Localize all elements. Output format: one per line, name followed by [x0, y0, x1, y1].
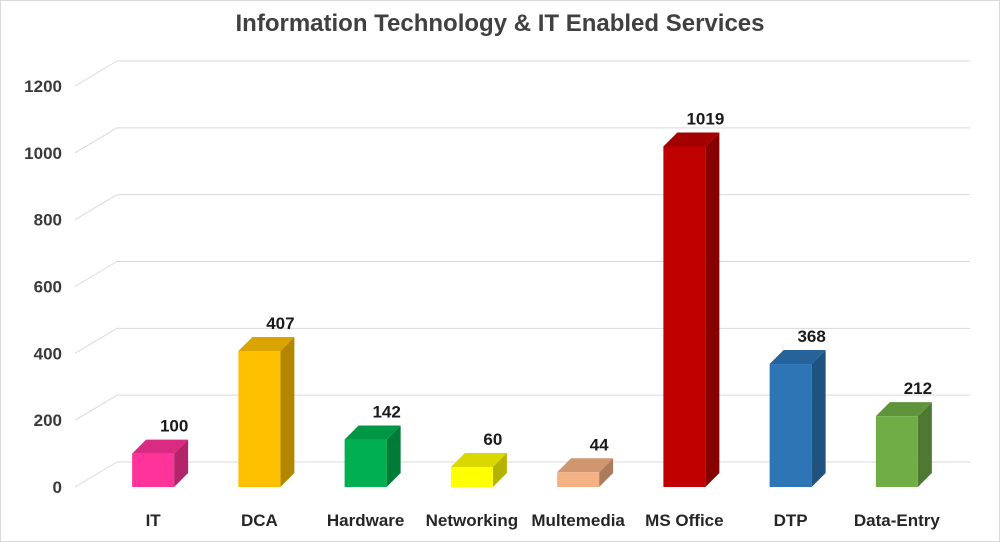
x-tick-label: DCA — [241, 511, 278, 530]
data-label: 407 — [266, 314, 294, 333]
y-tick-label: 800 — [34, 211, 62, 230]
data-label: 368 — [797, 327, 825, 346]
bar — [875, 416, 918, 487]
bar — [238, 350, 281, 487]
y-tick-label: 1200 — [24, 77, 62, 96]
data-label: 1019 — [686, 109, 724, 128]
bar-side — [599, 458, 614, 487]
bar-side — [705, 132, 720, 487]
bar-top — [450, 452, 507, 467]
y-tick-label: 0 — [53, 478, 62, 497]
data-label: 100 — [160, 417, 188, 436]
bar-top — [344, 425, 401, 440]
bar-top — [132, 439, 189, 454]
bar-side — [386, 425, 401, 487]
bar-top — [238, 336, 295, 351]
bar-top — [557, 458, 614, 473]
bar — [769, 364, 812, 487]
gridline-diagonal — [74, 60, 118, 87]
bar — [344, 439, 387, 487]
bar — [557, 472, 600, 487]
data-label: 212 — [904, 379, 932, 398]
x-tick-label: Hardware — [327, 511, 404, 530]
gridline-diagonal — [74, 394, 118, 421]
bar — [132, 453, 175, 487]
bar-side — [917, 402, 932, 487]
x-tick-label: Multemedia — [531, 511, 625, 530]
bar-side — [280, 336, 295, 487]
data-label: 44 — [590, 435, 609, 454]
x-tick-label: MS Office — [645, 511, 723, 530]
bar — [663, 146, 706, 487]
data-label: 142 — [372, 403, 400, 422]
x-tick-label: IT — [146, 511, 162, 530]
x-tick-label: Data-Entry — [854, 511, 941, 530]
y-tick-label: 600 — [34, 278, 62, 297]
bar-side — [492, 452, 507, 487]
gridline-diagonal — [74, 461, 118, 488]
bar-top — [663, 132, 720, 147]
gridline-diagonal — [74, 194, 118, 221]
bar-side — [811, 350, 826, 487]
gridline-diagonal — [74, 261, 118, 287]
bar-side — [174, 439, 189, 487]
bar-top — [875, 402, 932, 417]
x-tick-label: Networking — [426, 511, 519, 530]
gridline-diagonal — [74, 127, 118, 154]
y-tick-label: 400 — [34, 344, 62, 363]
chart-title: Information Technology & IT Enabled Serv… — [235, 10, 765, 37]
y-tick-label: 1000 — [24, 144, 62, 163]
y-tick-label: 200 — [34, 411, 62, 430]
gridline-diagonal — [74, 327, 118, 354]
x-tick-label: DTP — [774, 511, 808, 530]
bar — [450, 466, 493, 487]
data-label: 60 — [483, 430, 502, 449]
bar-top — [769, 350, 826, 365]
